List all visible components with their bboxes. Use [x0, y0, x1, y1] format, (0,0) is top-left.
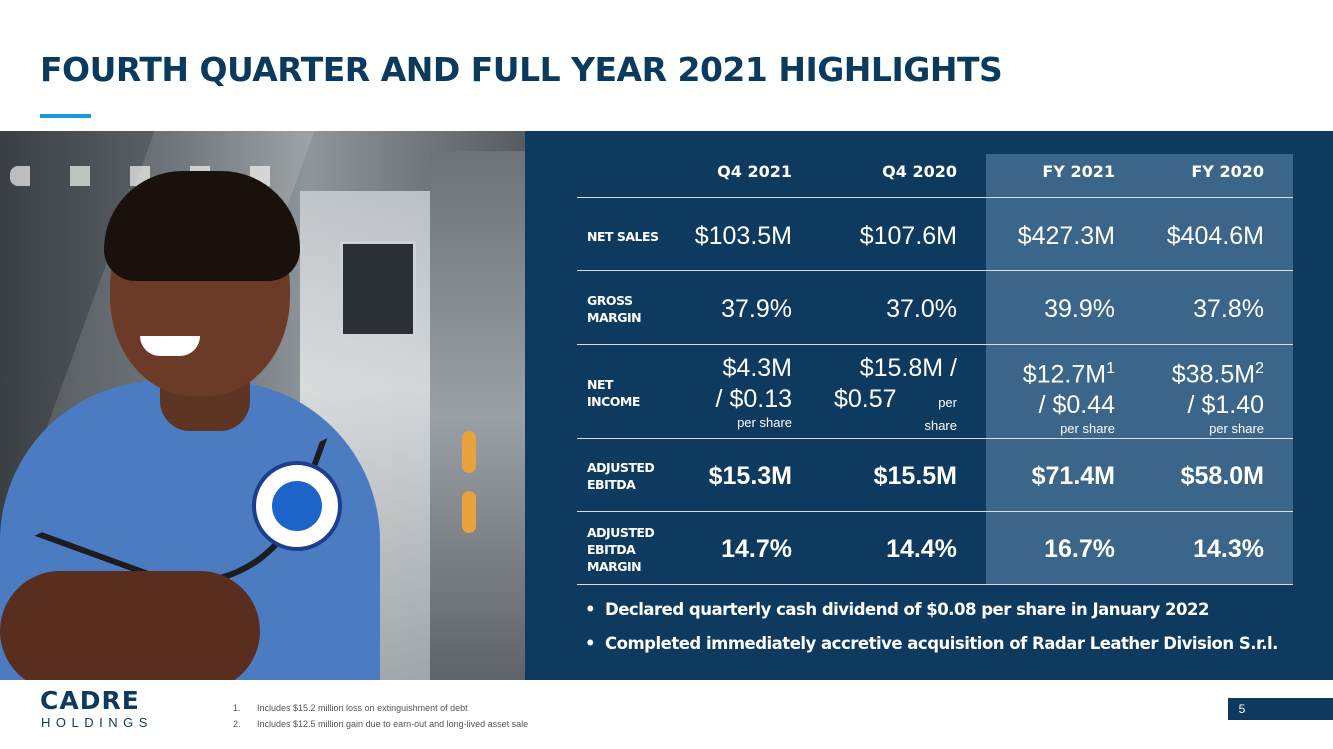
table-cell: $15.5M [873, 462, 957, 490]
hair [104, 171, 300, 281]
table-cell: 37.8% [1193, 295, 1264, 323]
title-underline [40, 114, 91, 118]
column-header: Q4 2021 [717, 162, 792, 181]
highlights-bullets: Declared quarterly cash dividend of $0.0… [585, 600, 1278, 668]
table-cell: 37.9% [721, 295, 792, 323]
emergency-patch-icon [252, 461, 342, 551]
slide-title: FOURTH QUARTER AND FULL YEAR 2021 HIGHLI… [40, 50, 1003, 89]
row-divider [577, 584, 1293, 585]
table-cell: $58.0M [1180, 462, 1264, 490]
column-header: FY 2020 [1191, 162, 1264, 181]
table-cell: $103.5M [694, 222, 792, 250]
row-divider [577, 438, 1293, 439]
page-number-bar [1228, 698, 1333, 720]
table-cell: $71.4M [1031, 462, 1115, 490]
net-income-cell: $4.3M / $0.13 per share [715, 354, 792, 430]
footnote: 2. Includes $12.5 million gain due to ear… [233, 719, 529, 729]
company-logo: CADRE [40, 686, 140, 715]
emt-photo [0, 131, 560, 680]
row-label-adjusted-ebitda: ADJUSTED EBITDA [587, 460, 655, 492]
net-income-cell: $38.5M2 / $1.40 per share [1171, 360, 1264, 437]
table-cell: 14.7% [721, 535, 792, 563]
table-cell: 39.9% [1044, 295, 1115, 323]
table-cell: 14.4% [886, 535, 957, 563]
row-label-net-sales: NET SALES [587, 229, 659, 244]
row-divider [577, 511, 1293, 512]
net-income-cell: $12.7M1 / $0.44 per share [1022, 360, 1115, 437]
table-cell: 16.7% [1044, 535, 1115, 563]
table-cell: $107.6M [859, 222, 957, 250]
warning-light [462, 491, 476, 533]
column-header: Q4 2020 [882, 162, 957, 181]
bullet-item: Declared quarterly cash dividend of $0.0… [585, 600, 1278, 634]
company-logo-subtitle: HOLDINGS [41, 715, 153, 730]
table-cell: 37.0% [886, 295, 957, 323]
row-divider [577, 197, 1293, 198]
ambulance-window [340, 241, 416, 337]
page-number: 5 [1238, 702, 1246, 716]
smile [140, 336, 200, 356]
footnote: 1. Includes $15.2 million loss on extingu… [233, 703, 468, 713]
net-income-cell: $15.8M / $0.57 per share [833, 354, 957, 433]
warning-light [462, 431, 476, 473]
table-cell: 14.3% [1193, 535, 1264, 563]
full-year-band [986, 154, 1293, 584]
bullet-item: Completed immediately accretive acquisit… [585, 634, 1278, 668]
row-label-gross-margin: GROSS MARGIN [587, 293, 642, 325]
row-label-net-income: NET INCOME [587, 377, 640, 409]
row-divider [577, 344, 1293, 345]
row-divider [577, 270, 1293, 271]
crossed-arms [0, 571, 260, 680]
table-cell: $427.3M [1017, 222, 1115, 250]
column-header: FY 2021 [1042, 162, 1115, 181]
ambulance-panel [430, 151, 540, 680]
table-cell: $15.3M [708, 462, 792, 490]
row-label-adjusted-ebitda-margin: ADJUSTED EBITDA MARGIN [587, 525, 655, 574]
table-cell: $404.6M [1166, 222, 1264, 250]
